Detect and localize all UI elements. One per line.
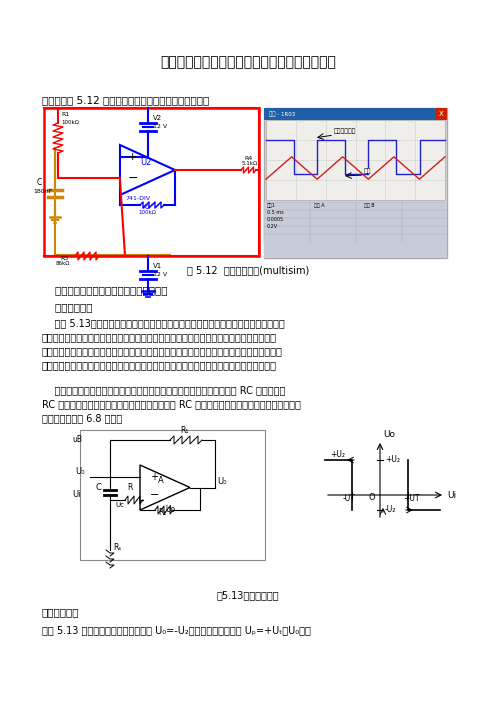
Text: +UT: +UT xyxy=(403,494,419,503)
Text: Rₛ: Rₛ xyxy=(113,543,121,552)
Text: 读数 B: 读数 B xyxy=(364,203,374,208)
Text: R2: R2 xyxy=(142,205,150,210)
Text: 电容: 电容 xyxy=(364,168,372,174)
Text: 读数1: 读数1 xyxy=(267,203,276,208)
Text: 读数 A: 读数 A xyxy=(314,203,324,208)
Text: R3: R3 xyxy=(60,256,68,261)
Text: Ui: Ui xyxy=(72,490,80,499)
Text: Uc: Uc xyxy=(115,502,124,508)
Text: 隔交替变化，即产生周期性的变化，所以电路中要有延迟环节来确定每种状态维持的时间。: 隔交替变化，即产生周期性的变化，所以电路中要有延迟环节来确定每种状态维持的时间。 xyxy=(42,360,277,370)
Text: 图 5.12  方波发生电路(multisim): 图 5.12 方波发生电路(multisim) xyxy=(187,265,309,275)
Text: O: O xyxy=(369,493,375,502)
Bar xyxy=(264,108,447,120)
Text: 741-DIV: 741-DIV xyxy=(125,196,150,201)
Text: V2: V2 xyxy=(153,115,162,121)
Text: −: − xyxy=(128,171,138,185)
Text: 5.1kΩ: 5.1kΩ xyxy=(242,161,258,166)
Text: U₀: U₀ xyxy=(75,467,84,476)
Text: +: + xyxy=(128,152,137,162)
Text: 一、电路组成: 一、电路组成 xyxy=(42,302,92,312)
Text: R1: R1 xyxy=(61,112,69,117)
Text: C: C xyxy=(96,483,102,492)
Bar xyxy=(264,108,447,258)
Text: 电路组成：如图所示为矩形波发生电路，它由反相输入的滞回比较器和 RC 电路组成。: 电路组成：如图所示为矩形波发生电路，它由反相输入的滞回比较器和 RC 电路组成。 xyxy=(42,385,285,395)
Text: 0.2V: 0.2V xyxy=(267,224,278,229)
Text: 从图 5.13 可知，设某一时刻输出电压 U₀=-U₂，则同相输入端电位 Uₚ=+Uₜ，U₀通过: 从图 5.13 可知，设某一时刻输出电压 U₀=-U₂，则同相输入端电位 Uₚ=… xyxy=(42,625,311,635)
Text: 方波输出波形: 方波输出波形 xyxy=(334,128,357,134)
Text: 100kΩ: 100kΩ xyxy=(61,120,79,125)
Text: 压传输特性如图 6.8 所示：: 压传输特性如图 6.8 所示： xyxy=(42,413,122,423)
Bar xyxy=(435,108,447,120)
Text: V1: V1 xyxy=(153,263,162,269)
Text: R₁: R₁ xyxy=(180,426,188,435)
Text: 高电平或低电平，所以电压比较器是它的重要组成部分；因为产生振荡，就是要求输出的两: 高电平或低电平，所以电压比较器是它的重要组成部分；因为产生振荡，就是要求输出的两 xyxy=(42,332,277,342)
Text: Uo: Uo xyxy=(383,430,395,439)
Text: +: + xyxy=(150,472,158,482)
Text: 12 V: 12 V xyxy=(153,124,167,129)
Text: +U₂: +U₂ xyxy=(385,456,400,465)
Text: Uo: Uo xyxy=(165,505,175,514)
Text: 100kΩ: 100kΩ xyxy=(138,210,156,215)
Text: -UT: -UT xyxy=(343,494,356,503)
Text: 86kΩ: 86kΩ xyxy=(56,261,70,266)
Text: U₀: U₀ xyxy=(217,477,227,486)
Bar xyxy=(44,108,259,256)
Text: 图5.13方波发生电路: 图5.13方波发生电路 xyxy=(217,590,279,600)
Text: +U₂: +U₂ xyxy=(330,450,345,459)
Text: -U₂: -U₂ xyxy=(385,505,396,515)
Text: uB: uB xyxy=(72,435,82,444)
Text: 波器 - 1R03: 波器 - 1R03 xyxy=(269,111,295,117)
Text: C: C xyxy=(37,178,42,187)
Bar xyxy=(80,430,265,560)
Text: 通过上述电路调试，发现为方波发生器。: 通过上述电路调试，发现为方波发生器。 xyxy=(42,285,168,295)
Text: A: A xyxy=(158,476,164,485)
Text: R4: R4 xyxy=(244,156,252,161)
Text: 二、工作原理: 二、工作原理 xyxy=(42,607,79,617)
Text: 0.5 ms: 0.5 ms xyxy=(267,210,284,215)
Text: 占空比可调的方波振荡电路工作原理及案例分析: 占空比可调的方波振荡电路工作原理及案例分析 xyxy=(160,55,336,69)
Text: 180nF: 180nF xyxy=(33,189,52,194)
Bar xyxy=(266,120,445,200)
Text: R: R xyxy=(127,483,132,492)
Text: RC 回路既作为延迟环节，又作为反馈网络，通过 RC 充、放电来实现输出状态的自动转换。电: RC 回路既作为延迟环节，又作为反馈网络，通过 RC 充、放电来实现输出状态的自… xyxy=(42,399,301,409)
Text: Ui: Ui xyxy=(447,491,456,500)
Text: R₂: R₂ xyxy=(158,508,167,517)
Text: 0.0005: 0.0005 xyxy=(267,217,284,222)
Text: U2: U2 xyxy=(140,158,151,167)
Text: 参考电路图 5.12 所示，测试电路，计算波形出差频率。: 参考电路图 5.12 所示，测试电路，计算波形出差频率。 xyxy=(42,95,209,105)
Text: 种状态自动的产生相互变换，所以在电路中必须引入反馈；因为输出状态应按一定的时间，间: 种状态自动的产生相互变换，所以在电路中必须引入反馈；因为输出状态应按一定的时间，… xyxy=(42,346,283,356)
Text: X: X xyxy=(438,111,443,117)
Text: 12 V: 12 V xyxy=(153,272,167,277)
Text: 如图 5.13，运算放大器按照滞回比较器电路进行链接，其输出具有两种可能的状态：: 如图 5.13，运算放大器按照滞回比较器电路进行链接，其输出具有两种可能的状态： xyxy=(42,318,285,328)
Text: −: − xyxy=(150,490,159,500)
Bar xyxy=(264,202,447,258)
